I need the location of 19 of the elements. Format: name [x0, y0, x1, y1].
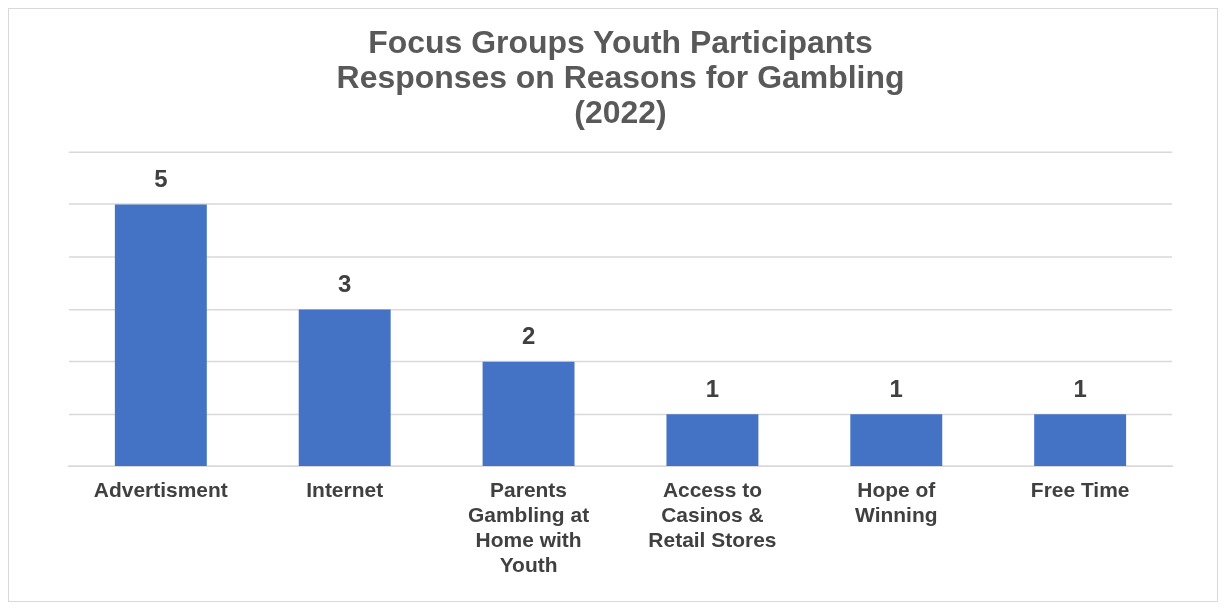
data-label: 1 — [889, 374, 903, 402]
data-label: 3 — [338, 270, 352, 298]
bar — [850, 414, 943, 466]
x-tick-label: Access to Casinos & Retail Stores — [648, 477, 777, 552]
x-tick-label: Internet — [306, 477, 384, 501]
bar — [666, 414, 759, 466]
bar — [482, 361, 575, 466]
data-label: 1 — [1073, 374, 1087, 402]
bar — [114, 204, 207, 466]
data-label: 1 — [705, 374, 720, 402]
x-tick-label: Advertisment — [93, 477, 228, 501]
chart-title: Focus Groups Youth Participants Responses on Reasons for Gambling (2022) — [336, 24, 905, 131]
data-label: 2 — [521, 322, 536, 350]
x-tick-label: Hope of Winning — [855, 477, 938, 527]
x-tick-label: Parents Gambling at Home with Youth — [468, 477, 590, 577]
data-label: 5 — [154, 165, 168, 193]
bar — [298, 309, 391, 466]
bar — [1034, 414, 1127, 466]
x-tick-label: Free Time — [1030, 477, 1130, 501]
